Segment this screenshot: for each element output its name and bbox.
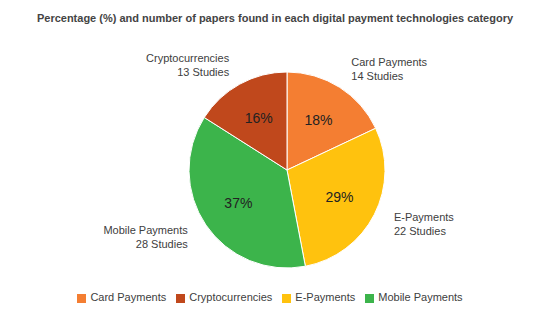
svg-text:18%: 18% [304,112,332,128]
html-text:Card Payments: Card Payments [90,291,167,303]
svg-text:Card Payments: Card Payments [351,56,427,68]
svg-text:28 Studies: 28 Studies [136,238,188,250]
html-text:Mobile Payments: Mobile Payments [378,291,463,303]
svg-text:29%: 29% [325,189,353,205]
svg-text:22 Studies: 22 Studies [394,225,446,237]
html-text:E-Payments: E-Payments [295,291,356,303]
html-text:Cryptocurrencies: Cryptocurrencies [189,291,273,303]
svg-text:14 Studies: 14 Studies [351,70,403,82]
svg-text:E-Payments: E-Payments [394,211,454,223]
html-text:Percentage (%) and number of p: Percentage (%) and number of papers foun… [36,12,514,24]
svg-text:16%: 16% [245,110,273,126]
svg-text:Cryptocurrencies: Cryptocurrencies [146,52,230,64]
svg-text:13 Studies: 13 Studies [177,66,229,78]
svg-text:37%: 37% [224,195,252,211]
svg-text:Mobile Payments: Mobile Payments [103,224,188,236]
